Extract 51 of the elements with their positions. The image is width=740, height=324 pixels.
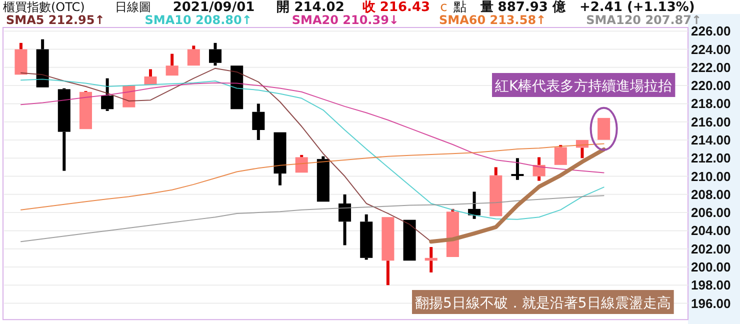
candlestick (403, 220, 416, 261)
candlestick (424, 247, 438, 272)
y-tick-label: 200.00 (691, 259, 731, 274)
candlestick (316, 156, 330, 202)
y-tick-label: 196.00 (691, 296, 731, 311)
text: SMA60 213.58↑ (438, 13, 546, 27)
y-tick-label: 222.00 (691, 60, 731, 75)
candlestick (230, 66, 244, 110)
text: 量 887.93 億 (479, 0, 566, 15)
candlestick (144, 69, 157, 85)
text: 點 (452, 0, 466, 15)
text: SMA5 212.95↑ (6, 13, 105, 27)
text: +2.41 (+1.13%) (579, 0, 695, 15)
candlestick (338, 194, 352, 246)
y-tick-label: 224.00 (691, 42, 731, 57)
y-tick-label: 204.00 (691, 223, 731, 238)
candlestick (252, 104, 265, 140)
y-tick-label: 216.00 (691, 114, 731, 130)
candlestick (79, 91, 92, 130)
y-tick-label: 202.00 (691, 241, 731, 256)
line-series (20, 195, 604, 242)
candlestick (274, 132, 286, 186)
candlestick (532, 157, 546, 181)
y-tick-label: 220.00 (691, 78, 731, 94)
y-tick-label: 210.00 (691, 168, 731, 184)
text: SMA20 210.39↓ (292, 13, 399, 27)
text: 收 216.43 (362, 0, 430, 15)
y-tick-label: 206.00 (691, 205, 731, 220)
text: SMA10 208.80↑ (144, 13, 252, 27)
chart-title: 櫃買指數(OTC) (3, 0, 85, 14)
candlestick (598, 118, 610, 140)
text: c (440, 0, 448, 15)
y-tick-label: 214.00 (691, 132, 731, 148)
candlestick (166, 54, 178, 76)
y-tick-label: 198.00 (691, 278, 731, 293)
candlestick (187, 46, 200, 66)
annotation: 翻揚5日線不破．就是沿著5日線震盪走高 (415, 296, 671, 312)
text: 2021/09/01 (172, 0, 255, 15)
candlestick (14, 42, 28, 75)
y-tick-label: 218.00 (691, 96, 731, 112)
y-tick-label: 212.00 (691, 150, 731, 166)
candlestick (490, 167, 502, 216)
candlestick (101, 78, 114, 111)
annotation: 紅K棒代表多方持續進場拉抬 (495, 78, 672, 94)
candlestick (208, 42, 222, 66)
text: 開 214.02 (276, 0, 344, 15)
line-series (429, 148, 606, 244)
candlestick (36, 39, 49, 88)
y-tick-label: 208.00 (691, 186, 731, 202)
chart-subtitle: 日線圖 (114, 0, 151, 14)
candlestick (382, 217, 394, 286)
